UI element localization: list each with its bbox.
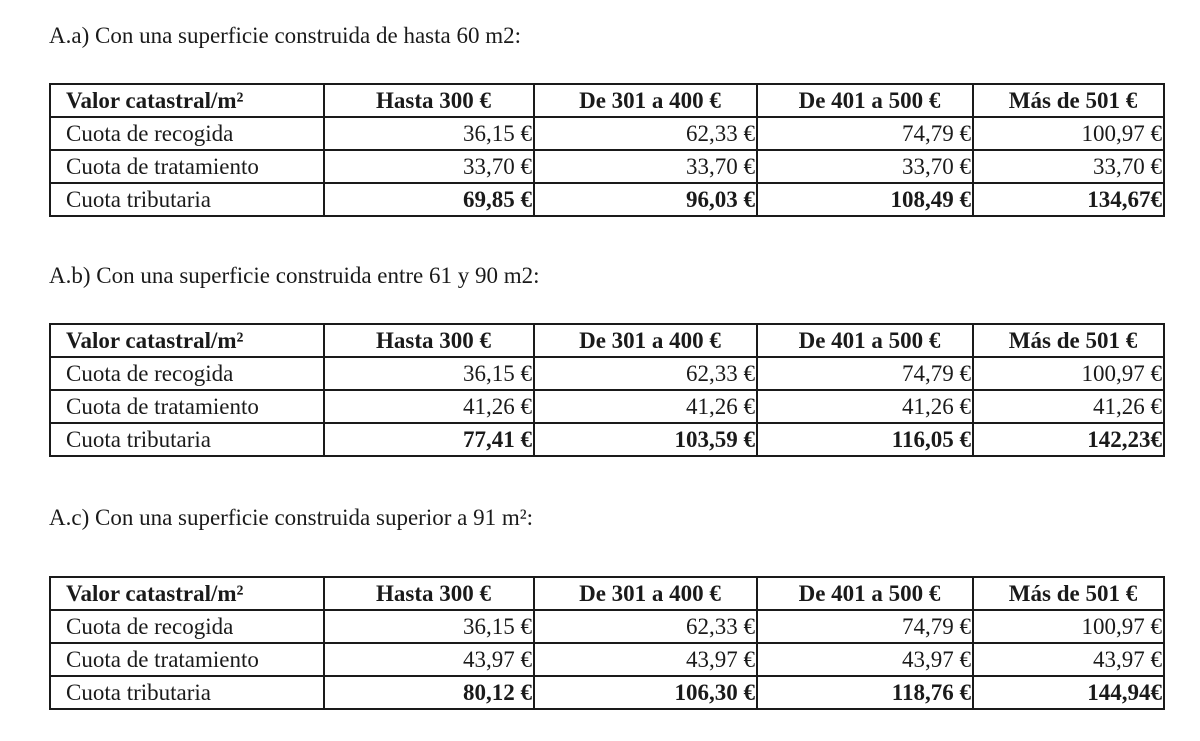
section-heading-a: A.a) Con una superficie construida de ha… xyxy=(49,23,522,48)
table-cell: 69,85 € xyxy=(323,182,535,217)
table-cell: 74,79 € xyxy=(756,356,974,391)
row-label: Cuota de recogida xyxy=(49,116,325,151)
table-cell: 41,26 € xyxy=(323,389,535,424)
column-header: Valor catastral/m² xyxy=(49,323,325,358)
row-label: Cuota tributaria xyxy=(49,182,325,217)
table-row-total: Cuota tributaria 77,41 € 103,59 € 116,05… xyxy=(49,422,1165,457)
table-cell: 43,97 € xyxy=(756,642,974,677)
column-header: Hasta 300 € xyxy=(323,576,535,611)
row-label: Cuota de recogida xyxy=(49,356,325,391)
table-row-total: Cuota tributaria 69,85 € 96,03 € 108,49 … xyxy=(49,182,1165,217)
table-cell: 41,26 € xyxy=(972,389,1165,424)
column-header: De 401 a 500 € xyxy=(756,83,974,118)
column-header: Más de 501 € xyxy=(972,576,1165,611)
table-cell: 74,79 € xyxy=(756,609,974,644)
table-row: Cuota de tratamiento 43,97 € 43,97 € 43,… xyxy=(49,642,1165,677)
column-header: Más de 501 € xyxy=(972,323,1165,358)
fee-table-b: Valor catastral/m² Hasta 300 € De 301 a … xyxy=(49,323,1165,457)
table-cell: 144,94€ xyxy=(972,675,1165,710)
row-label: Cuota de recogida xyxy=(49,609,325,644)
table-row: Cuota de tratamiento 33,70 € 33,70 € 33,… xyxy=(49,149,1165,184)
table-cell: 43,97 € xyxy=(972,642,1165,677)
table-cell: 116,05 € xyxy=(756,422,974,457)
table-cell: 62,33 € xyxy=(533,609,758,644)
table-cell: 33,70 € xyxy=(756,149,974,184)
table-cell: 118,76 € xyxy=(756,675,974,710)
column-header: Hasta 300 € xyxy=(323,323,535,358)
table-cell: 100,97 € xyxy=(972,116,1165,151)
table-cell: 36,15 € xyxy=(323,356,535,391)
table-cell: 41,26 € xyxy=(533,389,758,424)
table-header-row: Valor catastral/m² Hasta 300 € De 301 a … xyxy=(49,323,1165,358)
table-row: Cuota de recogida 36,15 € 62,33 € 74,79 … xyxy=(49,356,1165,391)
column-header: De 301 a 400 € xyxy=(533,83,758,118)
column-header: De 401 a 500 € xyxy=(756,323,974,358)
row-label: Cuota tributaria xyxy=(49,422,325,457)
fee-table-a: Valor catastral/m² Hasta 300 € De 301 a … xyxy=(49,83,1165,217)
table-row: Cuota de recogida 36,15 € 62,33 € 74,79 … xyxy=(49,116,1165,151)
table-cell: 100,97 € xyxy=(972,609,1165,644)
fee-table-c: Valor catastral/m² Hasta 300 € De 301 a … xyxy=(49,576,1165,710)
table-cell: 100,97 € xyxy=(972,356,1165,391)
column-header: Más de 501 € xyxy=(972,83,1165,118)
column-header: De 301 a 400 € xyxy=(533,323,758,358)
row-label: Cuota de tratamiento xyxy=(49,149,325,184)
table-cell: 33,70 € xyxy=(533,149,758,184)
table-cell: 134,67€ xyxy=(972,182,1165,217)
row-label: Cuota de tratamiento xyxy=(49,642,325,677)
table-cell: 142,23€ xyxy=(972,422,1165,457)
table-row: Cuota de tratamiento 41,26 € 41,26 € 41,… xyxy=(49,389,1165,424)
column-header: De 401 a 500 € xyxy=(756,576,974,611)
table-row: Cuota de recogida 36,15 € 62,33 € 74,79 … xyxy=(49,609,1165,644)
table-cell: 36,15 € xyxy=(323,609,535,644)
column-header: Hasta 300 € xyxy=(323,83,535,118)
table-cell: 96,03 € xyxy=(533,182,758,217)
table-header-row: Valor catastral/m² Hasta 300 € De 301 a … xyxy=(49,83,1165,118)
table-cell: 41,26 € xyxy=(756,389,974,424)
table-cell: 103,59 € xyxy=(533,422,758,457)
table-cell: 106,30 € xyxy=(533,675,758,710)
table-cell: 77,41 € xyxy=(323,422,535,457)
table-header-row: Valor catastral/m² Hasta 300 € De 301 a … xyxy=(49,576,1165,611)
column-header: Valor catastral/m² xyxy=(49,83,325,118)
table-cell: 36,15 € xyxy=(323,116,535,151)
section-heading-c: A.c) Con una superficie construida super… xyxy=(49,505,534,530)
table-cell: 62,33 € xyxy=(533,116,758,151)
table-cell: 33,70 € xyxy=(323,149,535,184)
column-header: De 301 a 400 € xyxy=(533,576,758,611)
table-cell: 33,70 € xyxy=(972,149,1165,184)
table-cell: 43,97 € xyxy=(533,642,758,677)
column-header: Valor catastral/m² xyxy=(49,576,325,611)
table-cell: 62,33 € xyxy=(533,356,758,391)
row-label: Cuota de tratamiento xyxy=(49,389,325,424)
table-cell: 43,97 € xyxy=(323,642,535,677)
section-heading-b: A.b) Con una superficie construida entre… xyxy=(49,263,540,288)
table-cell: 80,12 € xyxy=(323,675,535,710)
row-label: Cuota tributaria xyxy=(49,675,325,710)
table-cell: 108,49 € xyxy=(756,182,974,217)
table-cell: 74,79 € xyxy=(756,116,974,151)
table-row-total: Cuota tributaria 80,12 € 106,30 € 118,76… xyxy=(49,675,1165,710)
